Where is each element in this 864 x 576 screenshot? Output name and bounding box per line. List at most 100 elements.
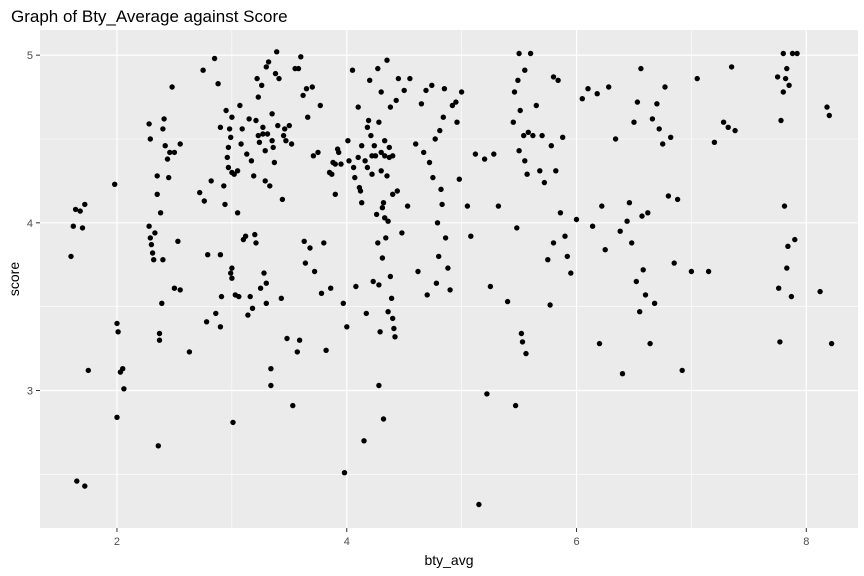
data-point <box>353 283 359 290</box>
data-point <box>645 210 651 216</box>
data-point <box>481 156 488 162</box>
data-point <box>82 483 88 489</box>
data-point <box>74 478 80 484</box>
data-point <box>637 309 643 315</box>
data-point <box>256 139 263 145</box>
data-point <box>784 265 790 271</box>
data-point <box>246 116 252 122</box>
data-point <box>438 186 444 192</box>
data-point <box>282 126 288 132</box>
data-point <box>631 119 637 125</box>
data-point <box>375 65 381 72</box>
data-point <box>510 119 516 125</box>
data-point <box>169 84 175 90</box>
data-point <box>387 104 394 110</box>
data-point <box>239 126 245 132</box>
data-point <box>602 247 608 253</box>
data-point <box>265 59 272 65</box>
data-point <box>441 86 448 92</box>
data-point <box>589 223 596 229</box>
data-point <box>85 367 92 374</box>
data-point <box>619 371 626 377</box>
data-point <box>177 287 183 293</box>
data-point <box>487 283 494 290</box>
data-point <box>359 200 365 206</box>
data-point <box>522 67 528 73</box>
data-point <box>228 134 234 140</box>
data-point <box>599 203 605 209</box>
data-point <box>375 240 381 246</box>
data-point <box>418 101 425 107</box>
data-point <box>318 290 325 296</box>
data-point <box>149 250 156 256</box>
data-point <box>824 104 830 110</box>
data-point <box>148 241 155 248</box>
data-point <box>253 117 259 124</box>
data-point <box>244 151 250 157</box>
data-point <box>436 253 442 260</box>
data-point <box>226 126 233 132</box>
data-point <box>301 238 307 244</box>
data-point <box>434 220 441 226</box>
data-point <box>251 173 257 179</box>
data-point <box>484 391 490 397</box>
data-point <box>359 143 365 149</box>
data-point <box>557 210 564 216</box>
data-point <box>732 127 738 134</box>
data-point <box>225 164 232 171</box>
data-point <box>154 173 160 179</box>
data-point <box>568 270 574 276</box>
data-point <box>784 65 790 72</box>
data-point <box>516 148 522 154</box>
data-point <box>817 288 823 295</box>
data-point <box>255 94 261 100</box>
data-point <box>674 196 681 203</box>
data-point <box>151 257 157 263</box>
data-point <box>284 335 290 342</box>
data-point <box>383 235 389 241</box>
data-point <box>267 183 273 189</box>
data-point <box>68 253 74 260</box>
data-point <box>303 86 310 92</box>
data-point <box>794 50 800 57</box>
data-point <box>224 154 230 161</box>
y-tick-label: 3 <box>27 386 33 398</box>
data-point <box>229 265 235 271</box>
data-point <box>788 293 795 300</box>
data-point <box>401 87 407 94</box>
data-point <box>146 121 152 127</box>
x-axis-title: bty_avg <box>424 552 473 568</box>
data-point <box>238 141 244 147</box>
data-point <box>384 57 390 63</box>
data-point <box>404 203 411 209</box>
data-point <box>345 138 351 144</box>
data-point <box>415 268 421 275</box>
data-point <box>362 158 368 164</box>
data-point <box>221 183 227 189</box>
data-point <box>364 124 371 130</box>
data-point <box>495 203 502 209</box>
data-point <box>413 141 419 147</box>
data-point <box>380 200 387 206</box>
data-point <box>114 414 120 420</box>
data-point <box>432 136 438 142</box>
data-point <box>215 81 221 87</box>
data-point <box>668 134 674 140</box>
data-point <box>249 305 256 311</box>
data-point <box>382 138 388 144</box>
data-point <box>560 134 566 140</box>
data-point <box>617 228 623 234</box>
data-point <box>369 171 375 177</box>
data-point <box>77 208 83 214</box>
data-point <box>671 260 677 266</box>
data-point <box>378 89 384 95</box>
data-point <box>361 438 367 444</box>
data-point <box>378 149 384 156</box>
data-point <box>458 89 465 95</box>
data-point <box>302 260 309 266</box>
data-point <box>654 101 660 107</box>
data-point <box>162 143 168 149</box>
data-point <box>307 245 313 251</box>
data-point <box>596 340 603 347</box>
data-point <box>391 325 397 332</box>
